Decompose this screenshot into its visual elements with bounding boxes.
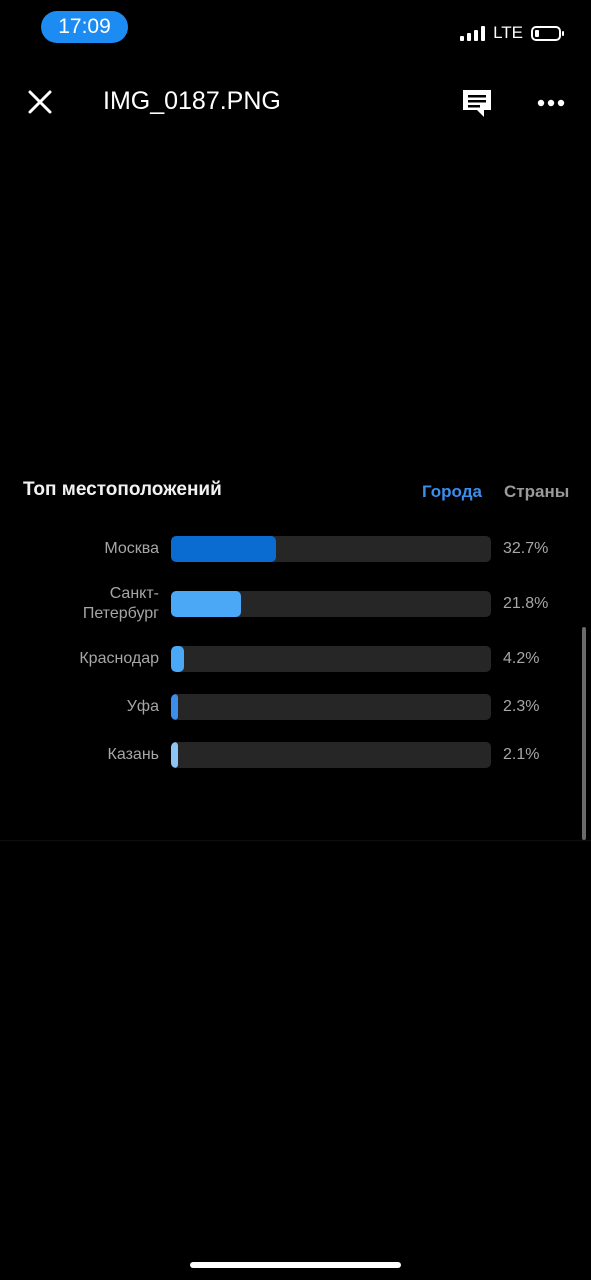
location-name-line: Санкт- (109, 585, 159, 602)
more-icon (537, 99, 565, 107)
bar (171, 742, 178, 768)
bar-track (171, 536, 491, 562)
location-name: Санкт- Петербург (19, 584, 159, 624)
file-title: IMG_0187.PNG (103, 87, 281, 115)
section-title: Топ местоположений (23, 479, 222, 500)
bar-value-label: 21.8% (503, 595, 549, 612)
bar (171, 694, 179, 720)
bar-value-label: 2.3% (503, 698, 540, 715)
bar (171, 591, 241, 617)
close-icon (28, 90, 52, 114)
divider (0, 840, 591, 841)
bar-value-label: 2.1% (503, 746, 540, 763)
status-indicators: LTE (460, 20, 564, 46)
tab-countries[interactable]: Страны (504, 482, 570, 501)
bar-track (171, 591, 491, 617)
location-name-line: Уфа (126, 698, 159, 715)
tab-cities[interactable]: Города (422, 482, 482, 501)
comment-icon (463, 90, 491, 117)
location-name-line: Краснодар (79, 650, 159, 667)
bar-track (171, 742, 491, 768)
bar-value-label: 32.7% (503, 540, 549, 557)
location-name: Казань (19, 745, 159, 765)
cellular-signal-icon (460, 25, 486, 41)
scrollbar[interactable] (582, 627, 586, 840)
bar (171, 536, 276, 562)
comments-button[interactable] (460, 86, 494, 120)
network-type: LTE (493, 23, 523, 42)
status-time: 17:09 (41, 11, 128, 43)
location-name-line: Казань (107, 746, 159, 763)
bar-value-label: 4.2% (503, 650, 540, 667)
bar-track (171, 646, 491, 672)
bar-track (171, 694, 491, 720)
location-name: Уфа (19, 697, 159, 717)
battery-icon (531, 25, 564, 41)
location-name: Москва (19, 539, 159, 559)
location-name-line: Петербург (82, 605, 159, 622)
bar (171, 646, 185, 672)
location-name: Краснодар (19, 649, 159, 669)
location-name-line: Москва (104, 540, 159, 557)
more-options-button[interactable] (537, 96, 567, 108)
home-indicator[interactable] (190, 1262, 401, 1268)
close-button[interactable] (26, 88, 54, 116)
